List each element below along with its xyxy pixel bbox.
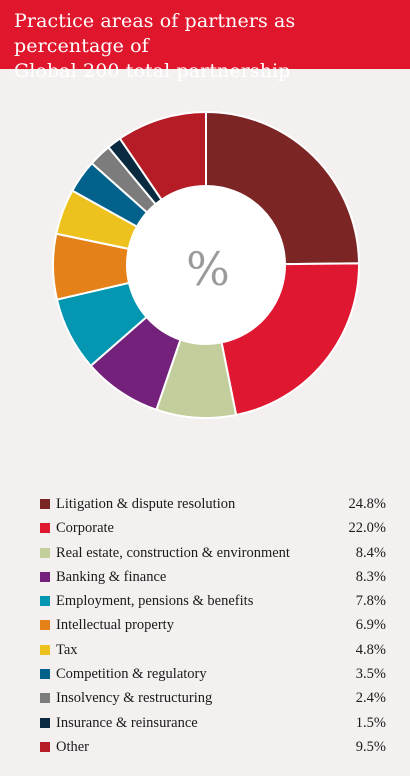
- legend-label: Employment, pensions & benefits: [56, 593, 254, 610]
- legend-item: Litigation & dispute resolution 24.8%: [40, 495, 386, 519]
- chart-header: Practice areas of partners as percentage…: [0, 0, 410, 82]
- legend-label: Tax: [56, 641, 78, 658]
- legend-label: Corporate: [56, 520, 114, 537]
- donut-hole: [127, 186, 285, 344]
- legend-value: 3.5%: [355, 666, 386, 683]
- legend-value: 7.8%: [355, 593, 386, 610]
- legend-label: Real estate, construction & environment: [56, 544, 290, 561]
- legend-value: 8.4%: [355, 544, 386, 561]
- chart-title-line-1: Practice areas of partners as percentage…: [14, 10, 296, 57]
- legend-swatch: [40, 669, 50, 680]
- legend-item: Insurance & reinsurance 1.5%: [40, 714, 386, 738]
- legend-swatch: [40, 741, 50, 752]
- legend-swatch: [40, 571, 50, 582]
- legend-swatch: [40, 717, 50, 728]
- legend-value: 22.0%: [348, 520, 386, 537]
- legend-label: Competition & regulatory: [56, 666, 207, 683]
- legend-label: Litigation & dispute resolution: [56, 496, 236, 512]
- donut-chart: %: [52, 110, 361, 419]
- legend-item: Tax 4.8%: [40, 641, 386, 665]
- legend-label: Insurance & reinsurance: [56, 714, 198, 731]
- legend-swatch: [40, 596, 50, 607]
- legend-label: Banking & finance: [56, 568, 167, 585]
- legend-item: Corporate 22.0%: [40, 519, 386, 543]
- legend-swatch: [40, 644, 50, 655]
- legend-value: 1.5%: [355, 714, 386, 731]
- legend-item: Intellectual property 6.9%: [40, 616, 386, 640]
- legend-value: 2.4%: [355, 690, 386, 707]
- legend-item: Insolvency & restructuring 2.4%: [40, 689, 386, 713]
- legend-label: Intellectual property: [56, 617, 174, 634]
- donut-center-label: %: [186, 242, 230, 296]
- legend-swatch: [40, 523, 50, 534]
- legend-item: Real estate, construction & environment 8…: [40, 544, 386, 568]
- legend-swatch: [40, 499, 50, 509]
- donut-chart-area: %: [0, 100, 410, 440]
- legend-value: 24.8%: [348, 496, 386, 512]
- legend-label: Other: [56, 738, 90, 755]
- legend-value: 9.5%: [355, 738, 386, 755]
- chart-legend: Litigation & dispute resolution 24.8% Corp…: [40, 495, 386, 762]
- legend-item: Other 9.5%: [40, 738, 386, 762]
- legend-value: 8.3%: [355, 568, 386, 585]
- legend-item: Banking & finance 8.3%: [40, 568, 386, 592]
- legend-value: 4.8%: [355, 641, 386, 658]
- legend-item: Competition & regulatory 3.5%: [40, 665, 386, 689]
- legend-label: Insolvency & restructuring: [56, 690, 213, 707]
- chart-title: Practice areas of partners as percentage…: [14, 9, 400, 84]
- legend-swatch: [40, 693, 50, 704]
- donut-slices: [52, 110, 361, 419]
- chart-title-line-2: Global 200 total partnership: [14, 60, 291, 82]
- legend-swatch: [40, 620, 50, 631]
- legend-item: Employment, pensions & benefits 7.8%: [40, 592, 386, 616]
- legend-swatch: [40, 547, 50, 558]
- legend-value: 6.9%: [355, 617, 386, 634]
